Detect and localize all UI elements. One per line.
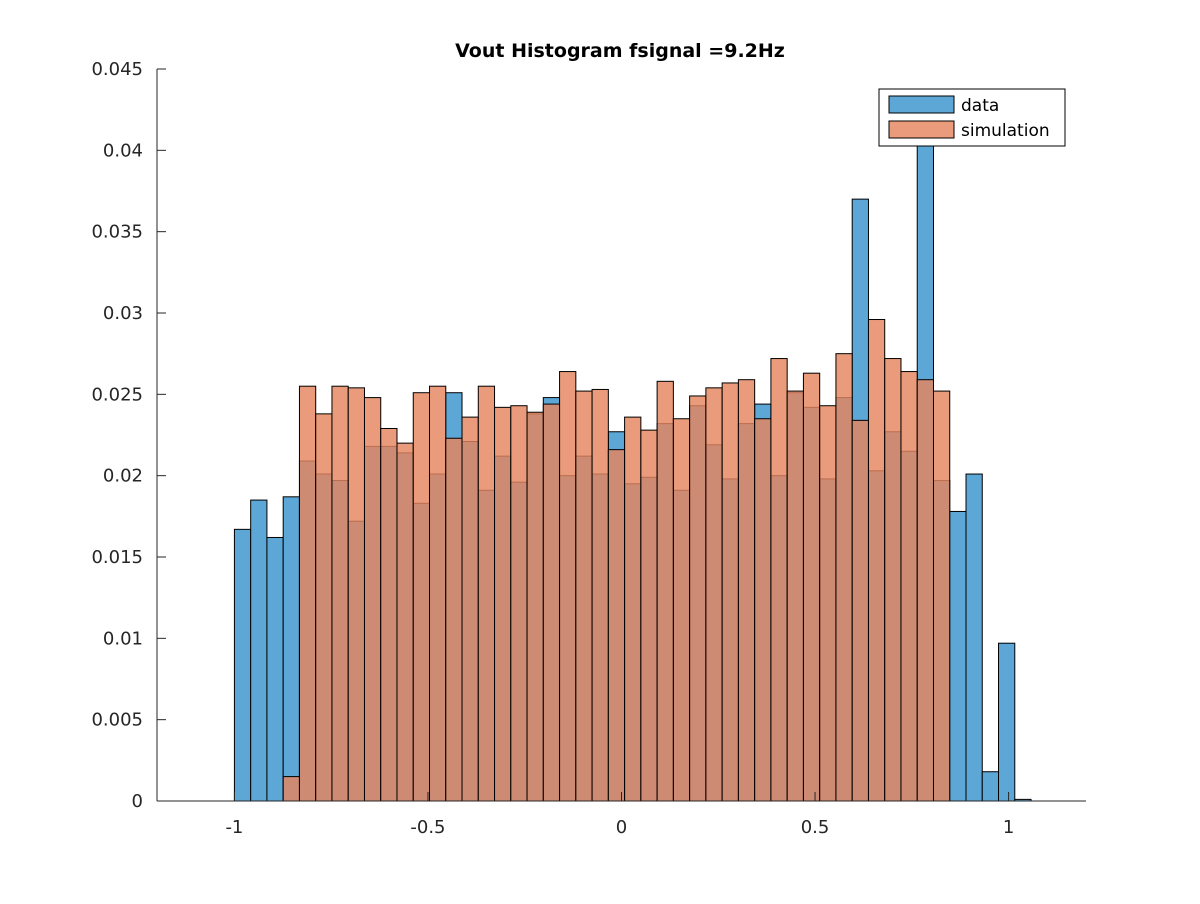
legend-label-simulation: simulation — [961, 121, 1050, 141]
bar-simulation-29 — [705, 387, 723, 802]
bar-simulation-25 — [640, 429, 658, 802]
bar-data-46 — [981, 771, 1000, 802]
bar-simulation-9 — [380, 427, 398, 802]
bar-simulation-40 — [884, 358, 902, 802]
bar-data-47 — [998, 642, 1016, 802]
bar-simulation-22 — [591, 388, 609, 802]
bar-simulation-23 — [607, 449, 626, 802]
legend-swatch-simulation — [888, 120, 955, 139]
x-tick-label: -1 — [225, 817, 243, 838]
legend-label-data: data — [961, 96, 999, 116]
x-tick-label: 0.5 — [801, 817, 830, 838]
y-tick-label: 0.02 — [103, 466, 143, 487]
bar-simulation-33 — [770, 358, 788, 802]
x-tick-label: -0.5 — [410, 817, 445, 838]
bar-simulation-7 — [347, 387, 365, 802]
y-tick-label: 0.01 — [103, 628, 143, 649]
bar-simulation-39 — [867, 319, 886, 802]
bar-simulation-4 — [298, 385, 317, 802]
bar-simulation-32 — [754, 418, 772, 802]
bar-simulation-17 — [510, 405, 528, 802]
bar-simulation-35 — [802, 372, 821, 802]
bar-simulation-3 — [282, 776, 300, 802]
bar-simulation-6 — [331, 385, 349, 802]
bar-simulation-20 — [559, 371, 577, 802]
bar-simulation-26 — [656, 380, 674, 802]
bar-simulation-27 — [672, 418, 691, 802]
legend-swatch-data — [888, 95, 955, 114]
bar-simulation-8 — [363, 397, 382, 802]
bar-simulation-18 — [526, 411, 544, 802]
y-tick-label: 0.03 — [103, 303, 143, 324]
bar-data-45 — [965, 473, 983, 802]
bar-simulation-30 — [721, 382, 739, 802]
series-simulation — [282, 319, 951, 802]
bar-simulation-28 — [689, 395, 707, 802]
bar-simulation-13 — [445, 437, 463, 802]
bar-data-0 — [233, 528, 252, 802]
legend: data simulation — [878, 88, 1066, 147]
bar-simulation-24 — [624, 416, 642, 802]
x-tick-label: 0 — [616, 817, 627, 838]
bar-simulation-34 — [786, 390, 804, 802]
bar-data-1 — [250, 499, 268, 802]
y-tick-label: 0.045 — [91, 59, 143, 80]
x-tick-label: 1 — [1003, 817, 1014, 838]
bar-simulation-16 — [494, 406, 512, 802]
bar-data-3 — [282, 496, 300, 802]
bar-simulation-38 — [851, 419, 869, 802]
bar-simulation-11 — [412, 392, 431, 802]
bar-data-44 — [949, 510, 967, 802]
bar-simulation-43 — [932, 390, 951, 802]
bar-simulation-19 — [542, 403, 561, 802]
y-tick-label: 0.005 — [91, 710, 143, 731]
bar-simulation-15 — [477, 385, 496, 802]
bar-data-2 — [266, 536, 284, 802]
y-tick-label: 0 — [132, 791, 143, 812]
chart-title: Vout Histogram fsignal =9.2Hz — [455, 40, 785, 62]
bar-simulation-31 — [737, 379, 756, 802]
bar-simulation-14 — [461, 416, 479, 802]
bar-simulation-12 — [429, 385, 447, 802]
bar-simulation-37 — [835, 353, 853, 802]
bar-simulation-42 — [916, 379, 934, 802]
bar-simulation-21 — [575, 390, 593, 802]
y-tick-label: 0.015 — [91, 547, 143, 568]
bar-simulation-10 — [396, 442, 414, 802]
bar-simulation-36 — [819, 405, 837, 802]
axes-layer: 0 0.005 0.01 0.015 0.02 0.025 0.03 0.035 0.04 0.0… — [91, 59, 1086, 838]
y-tick-label: 0.04 — [103, 140, 143, 161]
bar-simulation-5 — [315, 413, 333, 802]
y-tick-label: 0.025 — [91, 384, 143, 405]
bar-simulation-41 — [900, 371, 918, 802]
y-tick-label: 0.035 — [91, 222, 143, 243]
